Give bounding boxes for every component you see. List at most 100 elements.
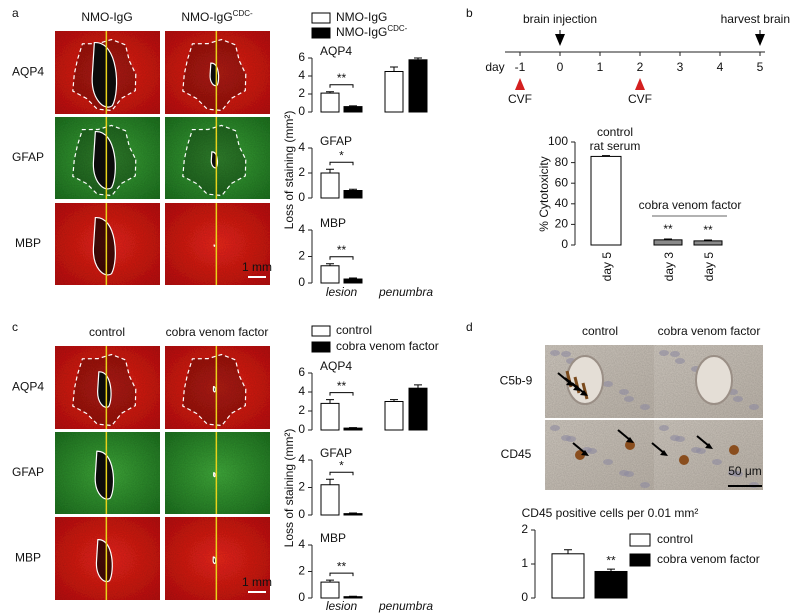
row-label: GFAP (12, 150, 44, 164)
lesion (212, 386, 216, 393)
panel-label: b (466, 6, 473, 20)
timeline-tick-label: -1 (515, 60, 526, 74)
column-header: NMO-IgG (81, 10, 132, 24)
significance-bracket (329, 471, 354, 476)
lesion (212, 556, 217, 565)
error-bar (414, 57, 422, 60)
nucleus (550, 425, 560, 431)
nucleus (619, 389, 629, 395)
micrograph (55, 432, 160, 514)
y-tick-label: 40 (555, 196, 569, 210)
bar (320, 92, 340, 113)
y-tick-label: 6 (298, 50, 305, 64)
error-bar (326, 91, 334, 94)
row-label: GFAP (12, 465, 44, 479)
y-tick-label: 0 (298, 422, 305, 436)
group-label: control (597, 125, 633, 139)
x-tick-label: lesion (326, 599, 358, 613)
bar (653, 239, 683, 246)
panel-label: d (466, 320, 473, 334)
significance-label: ** (663, 222, 673, 236)
timeline-tick-label: 3 (677, 60, 684, 74)
legend-label: control (657, 532, 693, 546)
legend-label-sup: CDC- (387, 24, 407, 33)
subplot-title: AQP4 (320, 359, 352, 373)
arrow-head (581, 450, 589, 456)
row-label: CD45 (501, 447, 532, 461)
significance-bracket (329, 392, 354, 396)
column-header-main: cobra venom factor (658, 324, 761, 338)
column-header: control (582, 324, 618, 338)
nucleus (561, 351, 571, 357)
lesion (213, 472, 216, 478)
legend-label: cobra venom factor (336, 339, 439, 353)
nucleus (733, 396, 743, 402)
micrograph (545, 420, 654, 490)
x-tick-label: day 5 (702, 252, 716, 282)
lesion (97, 371, 112, 408)
timeline-tick-label: 1 (597, 60, 604, 74)
nucleus (603, 459, 613, 465)
column-header: cobra venom factor (166, 325, 269, 339)
treatment-label: CVF (508, 92, 532, 106)
legend-swatch (311, 12, 331, 24)
event-label: brain injection (523, 12, 597, 26)
micrograph (55, 31, 160, 114)
y-tick-label: 2 (298, 165, 305, 179)
panel-label: c (12, 320, 18, 334)
column-header-main: control (582, 324, 618, 338)
y-tick-label: 0 (521, 590, 528, 604)
scale-bar-label: 1 mm (242, 575, 272, 589)
micrograph (55, 517, 160, 600)
y-tick-label: 2 (298, 480, 305, 494)
nucleus (675, 358, 685, 364)
image-bg (654, 420, 763, 490)
error-bar (564, 549, 572, 554)
y-axis-label: % Cytotoxicity (537, 156, 551, 231)
error-bar (326, 478, 334, 485)
nucleus (728, 470, 738, 476)
bar (590, 155, 622, 246)
bar (551, 553, 585, 599)
row-label: AQP4 (12, 65, 44, 79)
scale-bar-label: 1 mm (242, 260, 272, 274)
y-tick-label: 0 (298, 507, 305, 521)
legend-label: NMO-IgGCDC- (336, 24, 408, 40)
bar (693, 240, 723, 246)
legend-label: cobra venom factor (657, 552, 760, 566)
arrow (617, 429, 631, 441)
panel-label: a (12, 6, 19, 20)
legend-swatch (311, 325, 331, 337)
subplot-title: AQP4 (320, 44, 352, 58)
image-bg (165, 517, 270, 600)
arrow (651, 442, 665, 454)
error-bar (349, 512, 357, 514)
nucleus (603, 381, 613, 387)
subplot-title: GFAP (320, 446, 352, 460)
y-tick-label: 4 (298, 384, 305, 398)
image-bg (545, 420, 654, 490)
x-tick-label: penumbra (378, 599, 433, 613)
nucleus (619, 470, 629, 476)
nucleus (670, 435, 680, 441)
error-bar (602, 155, 610, 157)
scale-bar-label: 50 μm (728, 464, 762, 478)
bar (343, 596, 363, 599)
column-header-main: NMO-IgG (181, 10, 232, 24)
y-tick-label: 2 (521, 522, 528, 536)
arrow-head (705, 443, 713, 449)
bar (343, 106, 363, 113)
stain (729, 445, 739, 455)
bar (408, 59, 428, 113)
significance-bracket (329, 572, 354, 577)
bar (384, 71, 404, 113)
y-tick-label: 0 (298, 104, 305, 118)
bar (343, 278, 363, 284)
y-tick-label: 0 (298, 275, 305, 289)
column-header-sup: CDC- (233, 9, 253, 18)
y-tick-label: 4 (298, 140, 305, 154)
error-bar (326, 263, 334, 266)
x-tick-label: penumbra (378, 285, 433, 299)
micrograph (55, 346, 160, 429)
legend-swatch (311, 27, 331, 39)
